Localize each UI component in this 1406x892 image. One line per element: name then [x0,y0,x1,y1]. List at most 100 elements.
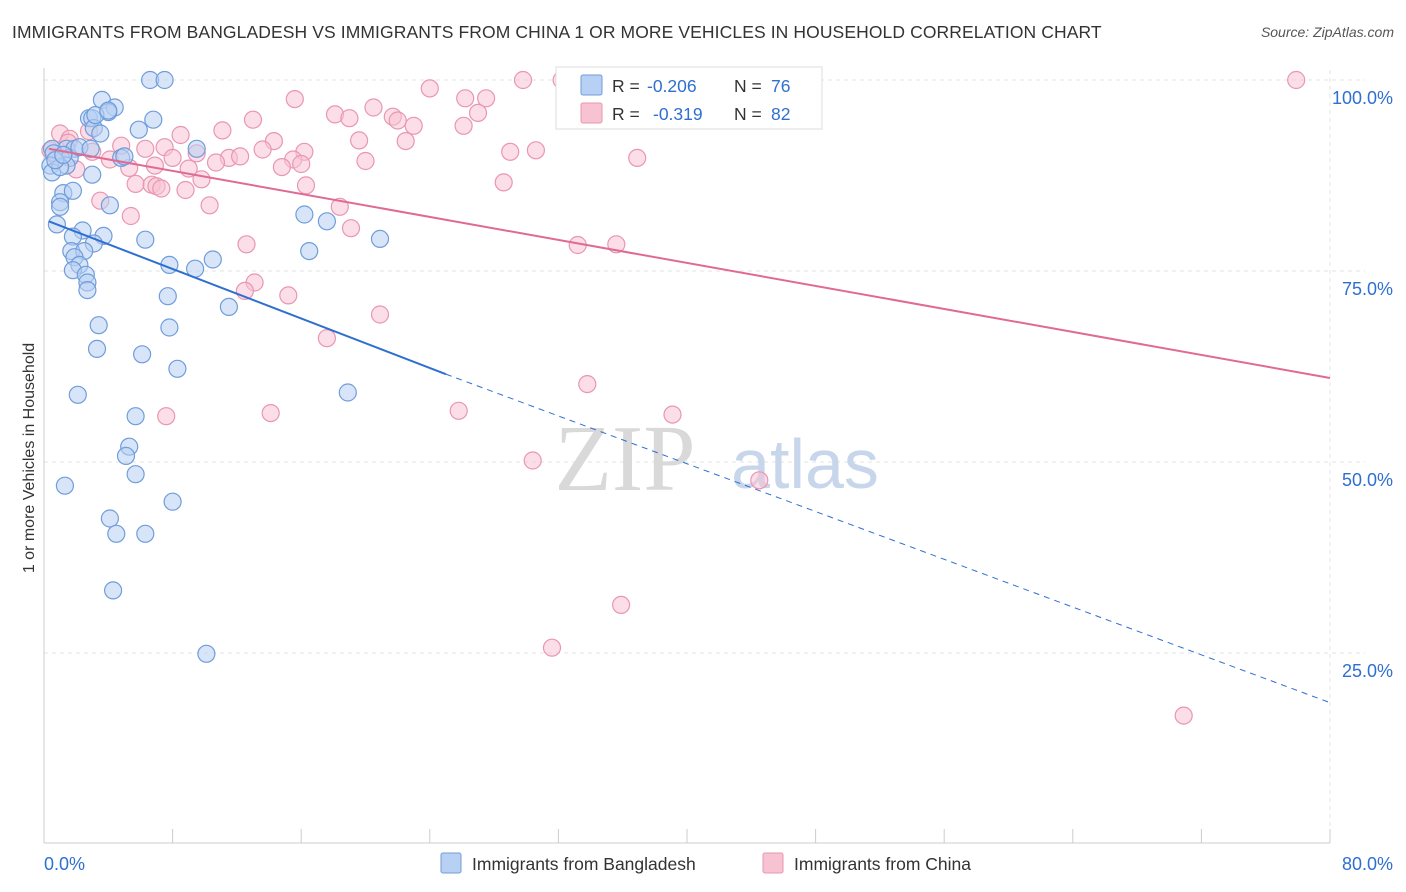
point-bangladesh-53 [68,385,87,404]
point-bangladesh-75 [91,124,110,143]
point-china-75 [542,638,562,657]
point-china-70 [261,404,280,423]
point-bangladesh-54 [338,383,357,402]
x-tick-label-max: 80.0% [1342,854,1393,874]
point-china-22 [396,132,415,151]
point-china-67 [578,375,597,394]
legend-r-value-2: -0.319 [653,104,703,124]
point-bangladesh-61 [100,509,120,528]
x-tick-labels: 0.0% 80.0% [44,854,1393,874]
point-china-39 [206,153,226,172]
legend-n-label-1: N = [734,76,762,96]
point-china-53 [176,180,195,200]
point-china-41 [145,156,164,175]
point-bangladesh-9 [129,120,148,139]
trend-lines [48,147,1331,704]
point-bangladesh-50 [87,339,107,358]
point-bangladesh-36 [300,242,319,261]
point-china-24 [136,139,155,158]
y-tick-label-25: 25.0% [1342,661,1393,681]
point-bangladesh-23 [100,196,120,215]
point-china-18 [171,125,190,145]
point-bangladesh-47 [219,297,238,316]
grid [44,70,1365,843]
point-china-40 [292,154,311,174]
point-bangladesh-7 [144,110,163,129]
legend-swatch-china [580,102,603,124]
point-china-72 [523,451,542,470]
point-bangladesh-74 [54,145,73,164]
point-china-37 [628,148,647,167]
watermark-atlas: atlas [731,425,879,503]
point-china-31 [501,142,520,161]
point-china-51 [296,176,316,195]
watermark: ZIP atlas [555,407,879,511]
point-bangladesh-58 [126,465,145,484]
point-china-34 [231,147,250,166]
point-china-76 [1174,706,1193,725]
point-china-43 [272,158,291,177]
point-bangladesh-26 [317,212,336,231]
point-china-69 [157,407,176,426]
point-bangladesh-63 [136,524,155,543]
legend-r-label-2: R = [612,104,640,124]
point-china-68 [449,401,468,420]
point-bangladesh-60 [163,492,182,511]
legend-r-label-1: R = [612,76,640,96]
point-china-3 [1287,70,1306,90]
point-china-52 [152,179,171,198]
trend-line-bangladesh [48,220,447,376]
point-china-66 [317,329,336,348]
point-china-47 [494,173,513,192]
point-china-38 [356,151,375,171]
point-china-74 [611,595,631,615]
point-bangladesh-55 [126,407,145,426]
point-china-6 [456,89,475,108]
point-china-73 [750,471,769,490]
point-bangladesh-64 [103,581,123,600]
point-bangladesh-38 [203,250,222,269]
point-bangladesh-59 [55,476,75,495]
point-bangladesh-69 [99,101,118,120]
point-bangladesh-45 [78,281,97,300]
point-china-59 [237,235,256,254]
correlation-legend: R = -0.206 N = 76 R = -0.319 N = 82 [555,66,823,130]
point-china-71 [663,405,682,424]
y-axis-label: 1 or more Vehicles in Household [21,343,38,573]
point-china-8 [364,98,383,117]
point-china-0 [513,70,533,90]
point-china-4 [420,79,439,98]
axes [43,68,1331,844]
chart-title: IMMIGRANTS FROM BANGLADESH VS IMMIGRANTS… [12,22,1102,42]
point-bangladesh-48 [89,316,108,335]
point-china-64 [279,286,298,305]
point-china-20 [350,131,369,150]
point-bangladesh-65 [197,644,216,663]
point-bangladesh-62 [107,524,126,543]
series-legend-label-bangladesh: Immigrants from Bangladesh [472,854,696,874]
point-china-65 [370,305,390,324]
point-china-15 [454,116,473,135]
y-tick-labels: 25.0% 50.0% 75.0% 100.0% [1332,88,1393,681]
legend-r-value-1: -0.206 [647,76,697,96]
x-tick-label-min: 0.0% [44,854,85,874]
point-bangladesh-32 [370,229,390,248]
point-china-46 [192,170,211,189]
trend-line-china [48,147,1331,379]
point-china-16 [213,121,232,140]
point-china-13 [388,111,407,130]
y-tick-label-75: 75.0% [1342,279,1393,299]
point-bangladesh-24 [50,197,70,216]
point-bangladesh-49 [160,318,179,337]
point-bangladesh-1 [155,70,174,90]
point-china-58 [341,219,361,238]
series-legend-swatch-bangladesh [440,852,462,874]
point-bangladesh-31 [136,230,155,249]
point-china-32 [163,148,182,167]
legend-n-value-1: 76 [771,76,790,96]
series-legend-label-china: Immigrants from China [794,854,971,874]
legend-n-value-2: 82 [771,104,790,124]
point-china-30 [526,141,546,160]
y-tick-label-50: 50.0% [1342,470,1393,490]
